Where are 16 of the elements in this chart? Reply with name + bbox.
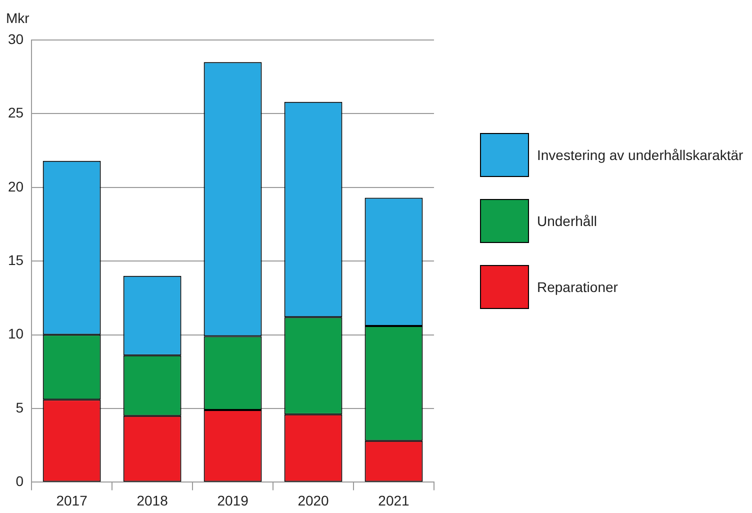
y-tick-label: 20 bbox=[8, 178, 24, 194]
y-tick-label: 5 bbox=[16, 399, 24, 416]
text: Investering av underhållskaraktär bbox=[537, 146, 744, 162]
y-tick-label: 30 bbox=[8, 30, 24, 47]
y-tick-label: 15 bbox=[8, 252, 24, 268]
text: Underhåll bbox=[537, 212, 597, 228]
x-tick-label: 2021 bbox=[378, 492, 410, 508]
x-tick-label: 2017 bbox=[56, 492, 88, 508]
y-tick-label: 10 bbox=[8, 326, 24, 342]
x-tick-label: 2020 bbox=[298, 492, 330, 508]
y-axis-title: Mkr bbox=[6, 10, 30, 26]
y-tick-label: 0 bbox=[16, 473, 24, 490]
text: Reparationer bbox=[537, 278, 618, 294]
y-tick-label: 25 bbox=[8, 104, 24, 121]
x-tick-label: 2019 bbox=[217, 492, 249, 508]
x-tick-label: 2018 bbox=[136, 492, 168, 508]
